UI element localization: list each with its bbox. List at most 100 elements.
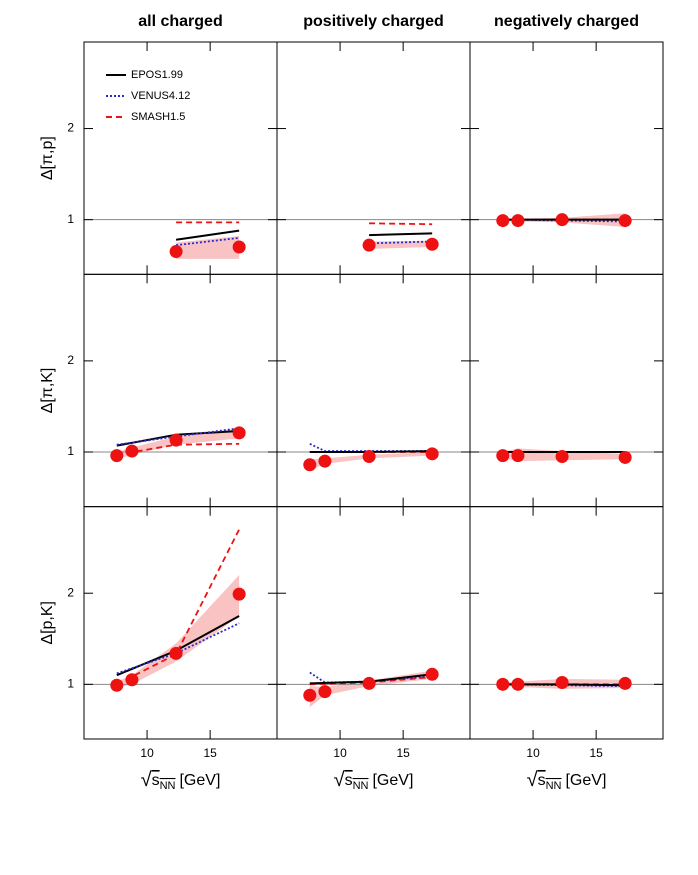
uncertainty-band (309, 451, 433, 471)
panel-frame (276, 273, 471, 508)
data-point (169, 433, 183, 447)
data-point (425, 237, 439, 251)
data-point (169, 245, 183, 259)
y-tick-label: 2 (67, 353, 74, 367)
x-axis-label-part: s (538, 772, 546, 789)
x-axis-label-part: √ (527, 769, 538, 791)
data-point (303, 688, 317, 702)
model-line (369, 232, 433, 237)
panel: 1 2 all charged Δ[π,p] EPOS1.99 VENUS4.12 SMAS… (39, 13, 278, 275)
data-point (496, 677, 510, 691)
plot-area (277, 219, 470, 249)
data-point (511, 214, 525, 228)
panel-frame (469, 41, 664, 275)
data-point (232, 587, 246, 601)
data-point (362, 676, 376, 690)
data-point (425, 447, 439, 461)
y-tick-label: 1 (67, 676, 74, 690)
x-tick-label: 10 (333, 746, 347, 760)
x-tick-label: 15 (589, 746, 603, 760)
data-point (169, 646, 183, 660)
y-axis-label: Δ[π,p] (39, 136, 56, 180)
plot-area (84, 529, 277, 688)
model-line (175, 236, 240, 247)
model-line (309, 676, 433, 686)
panel-frame (469, 506, 664, 740)
x-tick-label: 10 (140, 746, 154, 760)
uncertainty-band (176, 236, 240, 259)
x-axis-label-part: [GeV] (179, 772, 220, 789)
model-line (116, 529, 240, 686)
column-title: negatively charged (494, 13, 639, 30)
x-tick-label: 10 (526, 746, 540, 760)
data-point (496, 449, 510, 463)
x-axis-label-part: √ (334, 769, 345, 791)
x-axis-label-part: √ (141, 769, 152, 791)
y-tick-label: 2 (67, 121, 74, 135)
model-line (369, 240, 433, 245)
plot-area (84, 219, 277, 259)
data-point (318, 685, 332, 699)
panel (276, 273, 471, 508)
data-point (555, 450, 569, 464)
data-point (362, 450, 376, 464)
panel (469, 273, 664, 508)
legend-label: VENUS4.12 (131, 90, 190, 102)
x-axis-label-part: NN (160, 780, 176, 792)
data-point (125, 444, 139, 458)
x-axis-label: √sNN [GeV] (334, 769, 414, 792)
model-line (369, 222, 433, 226)
column-title: positively charged (303, 13, 444, 30)
panel: positively charged (276, 13, 471, 275)
panel-frame (83, 506, 278, 740)
y-axis-label: Δ[p,K] (39, 601, 56, 645)
uncertainty-band (369, 240, 433, 249)
legend-label: SMASH1.5 (131, 111, 185, 123)
data-point (511, 677, 525, 691)
data-point (232, 426, 246, 440)
column-title: all charged (138, 13, 222, 30)
y-tick-label: 2 (67, 585, 74, 599)
data-point (511, 449, 525, 463)
plot-area (277, 670, 470, 708)
x-axis-label-part: NN (546, 780, 562, 792)
data-point (618, 450, 632, 464)
data-point (110, 449, 124, 463)
x-axis-label-part: NN (353, 780, 369, 792)
model-line (175, 229, 240, 241)
y-tick-label: 1 (67, 444, 74, 458)
panel-frame (83, 273, 278, 508)
data-point (232, 240, 246, 254)
panel: negatively charged (469, 13, 664, 275)
model-line (116, 622, 240, 675)
data-point (362, 238, 376, 252)
data-point (110, 678, 124, 692)
legend-label: EPOS1.99 (131, 69, 183, 81)
x-axis-label-part: [GeV] (565, 772, 606, 789)
model-line (309, 442, 433, 452)
panel-frame (276, 41, 471, 275)
panel: 1 2 Δ[π,K] (39, 273, 278, 508)
data-point (618, 214, 632, 228)
panel-frame (276, 506, 471, 740)
x-tick-label: 15 (396, 746, 410, 760)
panel: 10 15 √sNN [GeV] (469, 506, 664, 792)
x-tick-label: 15 (203, 746, 217, 760)
data-point (618, 676, 632, 690)
y-tick-label: 1 (67, 212, 74, 226)
data-point (496, 214, 510, 228)
x-axis-label: √sNN [GeV] (141, 769, 221, 792)
panel: 1 2 10 15 Δ[p,K] √sNN [GeV] (39, 506, 278, 792)
data-point (125, 673, 139, 687)
y-axis-label: Δ[π,K] (39, 368, 56, 414)
data-point (425, 667, 439, 681)
x-axis-label-part: s (152, 772, 160, 789)
data-point (318, 454, 332, 468)
panel-frame (469, 273, 664, 508)
data-point (555, 213, 569, 227)
x-axis-label-part: [GeV] (372, 772, 413, 789)
panel: 10 15 √sNN [GeV] (276, 506, 471, 792)
data-point (303, 458, 317, 472)
data-point (555, 676, 569, 690)
